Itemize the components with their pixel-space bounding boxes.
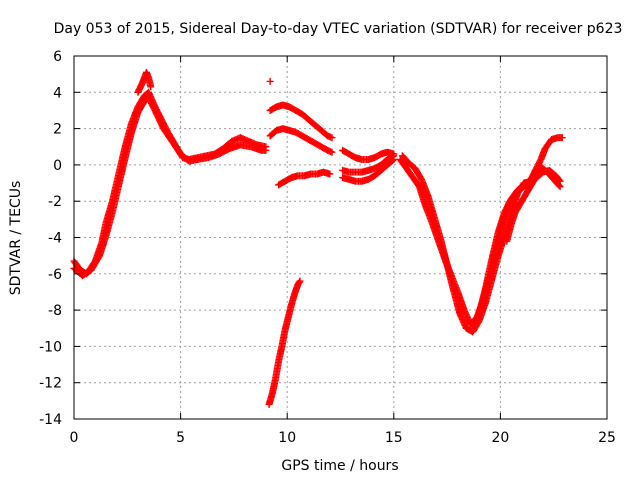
series-arc-valley-C [469, 134, 566, 329]
series-arc-low [275, 168, 334, 189]
y-tick-label: 6 [53, 49, 62, 65]
data-point [147, 83, 155, 91]
x-tick-label: 10 [278, 430, 296, 446]
data-point [328, 148, 336, 156]
y-tick-label: -6 [48, 267, 62, 283]
data-point [295, 278, 303, 286]
x-axis-label: GPS time / hours [281, 458, 398, 474]
data-point [555, 176, 563, 184]
chart-title: Day 053 of 2015, Sidereal Day-to-day VTE… [54, 21, 623, 37]
x-tick-label: 20 [491, 430, 509, 446]
series-arc-mid-1 [339, 146, 398, 163]
series-arc-main-B [70, 94, 270, 280]
series-arc-mid-2 [339, 152, 398, 176]
data-point [326, 170, 334, 178]
axis-ticks: 0 5 10 15 20 25 -14 -12 -10 -8 -6 -4 -2 0 2 4 6 [39, 49, 616, 446]
data-points [70, 68, 566, 408]
gridlines [74, 56, 607, 419]
data-point [266, 77, 274, 85]
data-point [389, 156, 397, 164]
x-tick-label: 0 [70, 430, 79, 446]
y-axis-label: SDTVAR / TECUs [8, 181, 24, 296]
y-tick-label: 0 [53, 158, 62, 174]
x-tick-label: 15 [385, 430, 403, 446]
y-tick-label: -4 [48, 231, 62, 247]
y-tick-label: -8 [48, 303, 62, 319]
y-tick-label: 2 [53, 122, 62, 138]
data-point [296, 277, 304, 285]
series-arc-branch [503, 165, 545, 245]
x-tick-label: 5 [176, 430, 185, 446]
y-tick-label: -12 [39, 376, 62, 392]
y-tick-label: 4 [53, 85, 62, 101]
x-tick-label: 25 [598, 430, 616, 446]
series-arc-steep [265, 277, 304, 408]
data-point [262, 146, 270, 154]
series-arc-peak [134, 68, 155, 96]
series-outlier [266, 77, 274, 85]
data-point [390, 155, 398, 163]
data-point [328, 134, 336, 142]
series-arc-mid-3 [339, 155, 398, 185]
data-point [536, 166, 544, 174]
data-point [558, 134, 566, 142]
y-tick-label: -10 [39, 339, 62, 355]
data-point [537, 165, 545, 173]
data-point [556, 177, 564, 185]
y-tick-label: -2 [48, 194, 62, 210]
series-arc-upper-2 [266, 125, 336, 156]
y-tick-label: -14 [39, 412, 62, 428]
series-arc-upper-1 [266, 101, 336, 142]
